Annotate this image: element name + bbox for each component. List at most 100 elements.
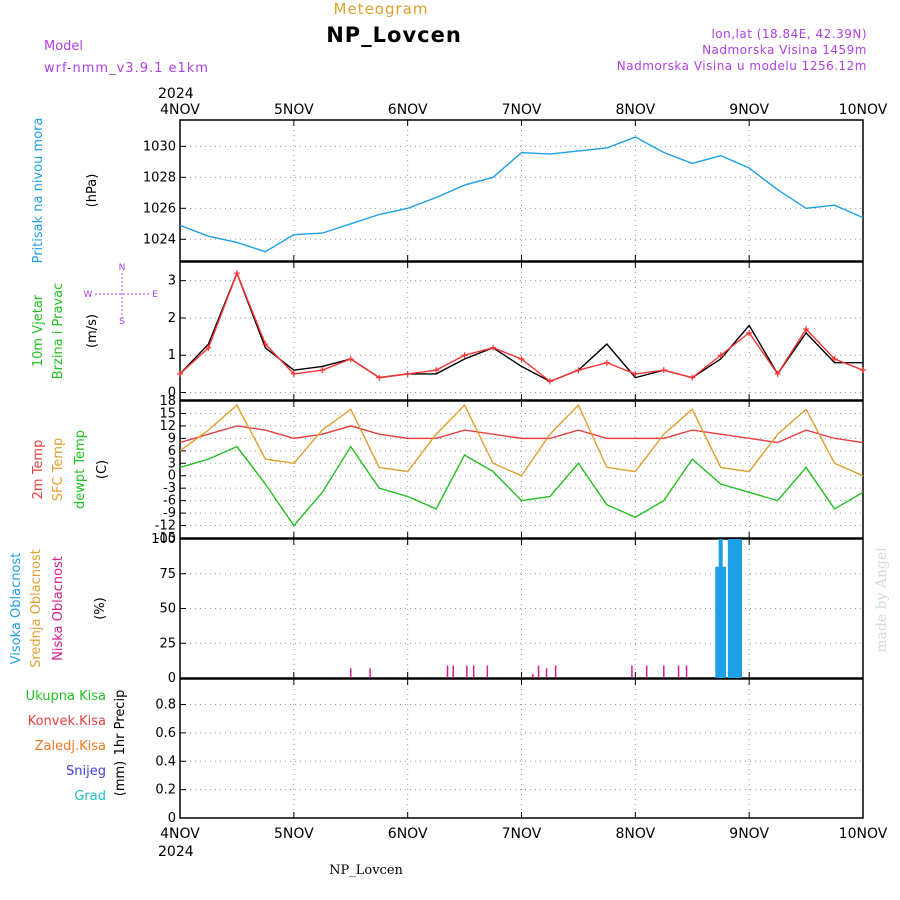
y-axis-label: dewpt Temp xyxy=(73,430,88,509)
year-bottom: 2024 xyxy=(158,844,194,860)
y-tick-label: 0 xyxy=(168,811,176,826)
wind-gust-marker xyxy=(603,359,610,366)
precip-legend: Ukupna Kisa Konvek.Kisa Zaledj.Kisa Snij… xyxy=(26,689,106,804)
wind-gust-marker xyxy=(347,355,354,362)
date-label-top: 9NOV xyxy=(729,102,769,118)
cloud-bar-low xyxy=(663,665,665,678)
date-label-top: 5NOV xyxy=(274,102,314,118)
dir-w: W xyxy=(84,290,93,300)
wind-gust-marker xyxy=(689,374,696,381)
y-tick-label: 75 xyxy=(159,567,176,582)
cloud-bar-low xyxy=(466,665,468,678)
cloud-bar-low xyxy=(645,665,648,678)
wind-gust-marker xyxy=(774,370,781,377)
cloud-bar-low xyxy=(452,665,454,678)
wind-gust-marker xyxy=(290,370,297,377)
y-tick-label: -3 xyxy=(163,481,176,496)
cloud-bar-low xyxy=(685,665,688,678)
wind-gust-marker xyxy=(632,370,639,377)
y-axis-label: Srednja Oblacnost xyxy=(29,549,44,668)
y-tick-label: 0.6 xyxy=(155,726,176,741)
date-label-bottom: 6NOV xyxy=(388,826,428,842)
y-tick-label: 6 xyxy=(168,444,176,459)
date-label-bottom: 10NOV xyxy=(839,826,888,842)
chart-kind: Meteogram xyxy=(334,0,429,18)
y-tick-label: 0.4 xyxy=(155,754,176,769)
year-top: 2024 xyxy=(158,86,194,102)
cloud-bar-high xyxy=(738,539,743,678)
y-axis-label: Pritisak na nivou mora xyxy=(31,118,46,264)
y-tick-label: -15 xyxy=(155,531,176,546)
model-elevation: Nadmorska Visina u modelu 1256.12m xyxy=(617,59,867,73)
y-axis-label: (%) xyxy=(93,597,108,620)
y-axis-label: (C) xyxy=(95,460,110,479)
y-tick-label: 0 xyxy=(168,469,176,484)
date-label-top: 4NOV xyxy=(160,102,200,118)
y-tick-label: 100 xyxy=(151,532,176,547)
date-label-bottom: 9NOV xyxy=(729,826,769,842)
y-axis-label: (hPa) xyxy=(85,174,100,208)
date-label-bottom: 8NOV xyxy=(615,826,655,842)
y-tick-label: 0 xyxy=(168,386,176,401)
y-tick-label: 12 xyxy=(159,419,176,434)
y-tick-label: 1 xyxy=(168,348,176,363)
cloud-bar-low xyxy=(677,665,680,678)
y-tick-label: 0.2 xyxy=(155,783,176,798)
wind-gust-marker xyxy=(319,367,326,374)
y-tick-label: -12 xyxy=(155,519,176,534)
y-tick-label: 3 xyxy=(168,274,176,289)
wind-gust-marker xyxy=(860,367,866,374)
y-tick-label: 0 xyxy=(168,671,176,686)
y-axis-label: 10m Vjetar xyxy=(31,294,46,367)
y-tick-label: 1030 xyxy=(143,139,176,154)
y-axis-label: Visoka Oblacnost xyxy=(9,553,24,665)
wind-gust-marker xyxy=(233,270,240,277)
y-tick-label: 15 xyxy=(159,406,176,421)
cloud-bar-high xyxy=(727,539,732,678)
cloud-bar-low xyxy=(486,665,489,678)
panel-cloudiness: 0 25 50 75 100 Visoka Oblacnost Srednja Oblacn… xyxy=(9,532,864,686)
y-axis-label: Niska Oblacnost xyxy=(51,556,66,661)
y-tick-label: -6 xyxy=(163,494,176,509)
wind-gust-marker xyxy=(433,367,440,374)
cloud-bar-low xyxy=(369,668,371,678)
y-axis-label: Brzina i Pravac xyxy=(51,283,66,380)
elevation: Nadmorska Visina 1459m xyxy=(702,43,867,57)
model-name: wrf-nmm_v3.9.1 e1km xyxy=(44,61,209,76)
y-tick-label: 18 xyxy=(159,394,176,409)
panel-precipitation: 0 0.2 0.4 0.6 0.8 1hr Precip (mm) xyxy=(113,678,864,826)
wind-direction-legend: N W E S xyxy=(84,263,159,327)
date-label-bottom: 4NOV xyxy=(160,826,200,842)
cloud-bar-low xyxy=(350,668,352,678)
wind-gust-marker xyxy=(518,355,525,362)
wind-gust-marker xyxy=(404,370,411,377)
credit: made by Angel xyxy=(874,547,890,653)
cloud-bar-low xyxy=(545,668,548,678)
pressure-series-line xyxy=(179,136,864,253)
cloud-bar-low xyxy=(446,665,449,678)
wind-gust-marker xyxy=(376,374,383,381)
y-tick-label: 9 xyxy=(168,431,176,446)
panel-pressure: 1024 1026 1028 1030 Pritisak na nivou mora (h… xyxy=(31,118,864,264)
station-title: NP_Lovcen xyxy=(326,23,462,47)
y-axis-label: (m/s) xyxy=(85,314,100,348)
dir-n: N xyxy=(119,263,126,273)
y-axis-label: 1hr Precip xyxy=(113,690,128,756)
date-label-top: 10NOV xyxy=(839,102,888,118)
model-label: Model xyxy=(44,39,83,54)
y-tick-label: 25 xyxy=(159,636,176,651)
legend-total-rain: Ukupna Kisa xyxy=(26,689,106,704)
cloud-bar-high xyxy=(731,539,736,678)
y-tick-label: 3 xyxy=(168,456,176,471)
dir-s: S xyxy=(119,317,125,327)
legend-hail: Grad xyxy=(74,789,106,804)
y-tick-label: 1024 xyxy=(143,232,176,247)
y-tick-label: -9 xyxy=(163,506,176,521)
y-tick-label: 0.8 xyxy=(155,698,176,713)
cloud-bar-low xyxy=(472,665,475,678)
cloud-bar-high xyxy=(722,566,727,678)
wind-gust-marker xyxy=(490,344,497,351)
coords: lon,lat (18.84E, 42.39N) xyxy=(711,27,867,41)
